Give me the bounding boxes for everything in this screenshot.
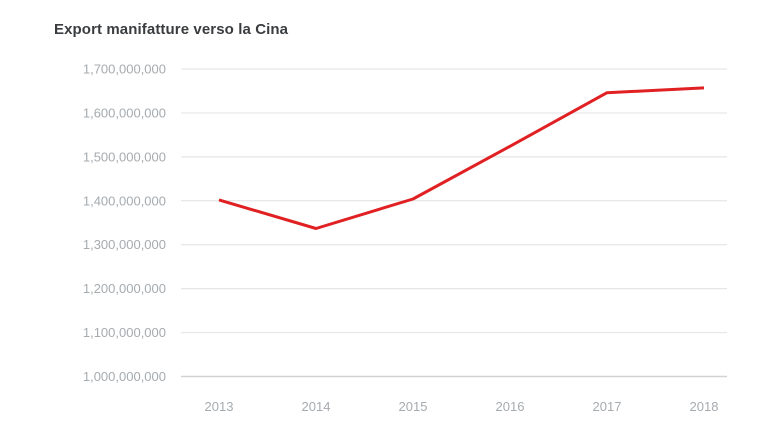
data-line-series: [218, 86, 705, 230]
y-axis-tick-label: 1,300,000,000: [83, 237, 166, 252]
y-axis-tick-label: 1,000,000,000: [83, 369, 166, 384]
x-axis-tick-label: 2018: [690, 399, 719, 414]
y-axis-tick-label: 1,700,000,000: [83, 62, 166, 77]
chart-title: Export manifatture verso la Cina: [54, 21, 289, 38]
x-axis-tick-label: 2015: [399, 399, 428, 414]
y-axis-tick-label: 1,200,000,000: [83, 281, 166, 296]
x-axis-tick-label: 2014: [302, 399, 331, 414]
y-axis-tick-label: 1,600,000,000: [83, 105, 166, 120]
x-axis-tick-label: 2013: [205, 399, 234, 414]
y-axis-tick-label: 1,100,000,000: [83, 325, 166, 340]
x-axis-tick-label: 2017: [593, 399, 622, 414]
y-axis-tick-label: 1,400,000,000: [83, 193, 166, 208]
y-axis-tick-label: 1,500,000,000: [83, 149, 166, 164]
x-axis-tick-label: 2016: [496, 399, 525, 414]
